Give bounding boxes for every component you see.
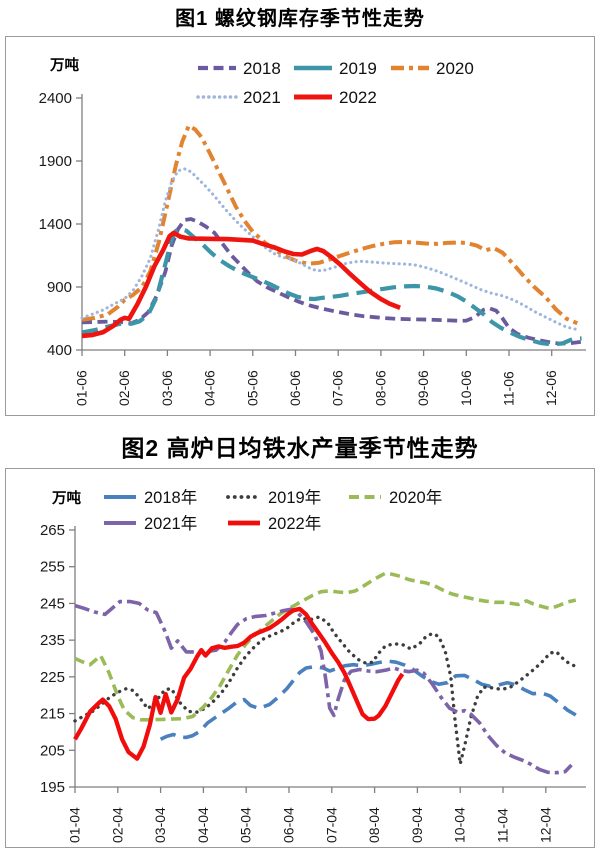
x-tick-label: 09-06: [415, 370, 431, 406]
series-2019: [81, 226, 582, 347]
series-2022年: [73, 606, 405, 761]
x-tick-label: 08-06: [372, 370, 388, 406]
x-tick-label: 12-04: [537, 807, 553, 843]
figure1-panel: 400 900 1400 1900 2400 01-06 02-06 03-06 04-06 05…: [5, 36, 595, 416]
x-tick-label: 07-06: [330, 370, 346, 406]
x-tick-label: 03-04: [152, 807, 168, 843]
legend-label-2019年: 2019年: [268, 488, 321, 507]
y-axis-ticks: 400 900 1400 1900 2400: [39, 90, 82, 359]
x-tick-label: 08-04: [366, 807, 382, 843]
legend-label-2022年: 2022年: [268, 514, 321, 533]
x-tick-label: 05-04: [238, 807, 254, 843]
legend: 2018 2019 2020 2021 2022: [196, 59, 474, 107]
legend-item-2021: 2021: [196, 88, 281, 107]
axes: [74, 526, 586, 788]
x-tick-label: 10-04: [452, 807, 468, 843]
y-axis-ticks: 195 205 215 225 235 245 255 265: [40, 522, 75, 796]
x-tick-label: 06-06: [287, 370, 303, 406]
y-tick-label: 215: [40, 706, 65, 723]
y-axis-unit-label: 万吨: [51, 489, 81, 507]
y-tick-label: 235: [40, 632, 65, 649]
y-tick-label: 900: [47, 279, 72, 296]
x-tick-label: 04-04: [195, 807, 211, 843]
series-2018年: [159, 659, 577, 741]
legend-item-2018: 2018: [198, 59, 281, 78]
x-tick-label: 11-06: [501, 371, 517, 406]
y-tick-label: 225: [40, 669, 65, 686]
legend-label-2022: 2022: [339, 88, 377, 107]
y-tick-label: 2400: [39, 90, 72, 107]
x-tick-label: 07-04: [323, 807, 339, 843]
series-2021: [80, 167, 579, 332]
x-tick-label: 09-04: [409, 807, 425, 843]
x-axis-ticks: 01-06 02-06 03-06 04-06 05-06 06-06 07-06 08-06…: [74, 350, 559, 406]
x-tick-label: 03-06: [159, 370, 175, 406]
series-2018: [81, 217, 582, 346]
legend-item-2019年: 2019年: [226, 488, 321, 507]
x-axis-ticks: 01-04 02-04 03-04 04-04 05-04 06-04 07-04 08-04…: [67, 787, 553, 843]
x-tick-label: 02-06: [116, 370, 132, 406]
legend-item-2020: 2020: [391, 59, 474, 78]
x-tick-label: 10-06: [458, 370, 474, 406]
y-tick-label: 1400: [39, 216, 72, 233]
x-tick-label: 01-06: [74, 370, 90, 406]
y-tick-label: 1900: [39, 153, 72, 170]
legend-item-2019: 2019: [294, 59, 377, 78]
y-tick-label: 195: [40, 779, 65, 796]
y-tick-label: 400: [47, 342, 72, 359]
figure2-title: 图2 高炉日均铁水产量季节性走势: [121, 435, 479, 461]
legend-label-2018年: 2018年: [144, 488, 197, 507]
series-2021年: [74, 599, 573, 775]
figure1-title: 图1 螺纹钢库存季节性走势: [175, 8, 425, 30]
x-tick-label: 05-06: [244, 370, 260, 406]
legend-item-2021年: 2021年: [104, 514, 197, 533]
series-2019年: [73, 615, 580, 766]
x-tick-label: 01-04: [67, 807, 83, 843]
series-2020年: [74, 571, 577, 722]
legend-item-2018年: 2018年: [104, 488, 197, 507]
legend-label-2020: 2020: [436, 59, 474, 78]
x-tick-label: 04-06: [202, 370, 218, 406]
series-2020: [81, 123, 579, 326]
y-tick-label: 265: [40, 522, 65, 539]
y-tick-label: 245: [40, 595, 65, 612]
axes: [81, 94, 586, 351]
legend-label-2019: 2019: [339, 59, 377, 78]
legend: 2018年 2019年 2020年 2021年 2022年: [104, 488, 442, 533]
figure1-chart-canvas: 400 900 1400 1900 2400 01-06 02-06 03-06 04-06 05…: [39, 56, 586, 406]
x-tick-label: 12-06: [543, 370, 559, 406]
x-tick-label: 11-04: [495, 808, 511, 843]
figure2-panel: 195 205 215 225 235 245 255 265 01-04 02-04 03-04 0…: [5, 468, 595, 848]
legend-label-2018: 2018: [243, 59, 281, 78]
legend-item-2022年: 2022年: [228, 514, 321, 533]
y-tick-label: 255: [40, 559, 65, 576]
legend-label-2021年: 2021年: [144, 514, 197, 533]
legend-label-2021: 2021: [243, 88, 281, 107]
x-tick-label: 06-04: [281, 807, 297, 843]
y-tick-label: 205: [40, 742, 65, 759]
legend-label-2020年: 2020年: [389, 488, 442, 507]
x-tick-label: 02-04: [109, 807, 125, 843]
y-axis-unit-label: 万吨: [49, 56, 79, 74]
legend-item-2022: 2022: [294, 88, 377, 107]
series-2022: [81, 230, 401, 339]
legend-item-2020年: 2020年: [349, 488, 442, 507]
